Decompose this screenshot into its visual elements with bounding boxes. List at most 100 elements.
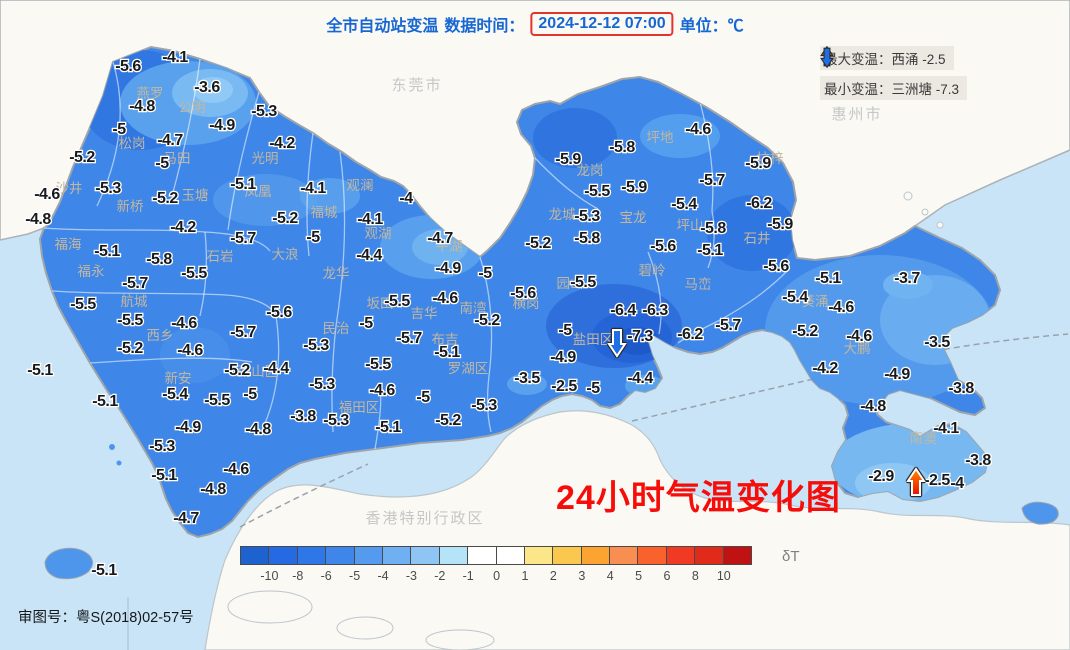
data-time-label: 数据时间： xyxy=(444,18,525,35)
station-value-label: -4.6 xyxy=(223,461,249,478)
district-label: 民治 xyxy=(323,321,350,336)
station-value-label: -4.8 xyxy=(860,398,886,415)
colorbar-segment xyxy=(637,546,667,565)
station-value-label: -5.5 xyxy=(204,392,230,409)
district-label: 公明 xyxy=(179,100,206,115)
station-value-label: -4.9 xyxy=(175,419,201,436)
extremes-legend: 最大变温：西涌 -2.5 最小变温：三洲塘 -7.3 xyxy=(820,46,968,100)
station-value-label: -5.7 xyxy=(230,324,256,341)
min-change-label: 最小变温：三洲塘 -7.3 xyxy=(824,82,960,97)
colorbar-tick-label: 3 xyxy=(578,569,586,583)
station-value-label: -5.9 xyxy=(745,155,771,172)
colorbar-segment xyxy=(240,546,270,565)
station-value-label: -5.9 xyxy=(621,179,647,196)
colorbar-tick-label: -8 xyxy=(292,569,304,583)
station-value-label: -4.1 xyxy=(357,211,383,228)
station-value-label: -5.2 xyxy=(117,340,143,357)
station-value-label: -5.2 xyxy=(474,312,500,329)
colorbar-segment xyxy=(325,546,355,565)
district-label: 坑梓 xyxy=(757,151,784,166)
station-value-label: -5.2 xyxy=(792,323,818,340)
colorbar-tick-label: -1 xyxy=(462,569,474,583)
map-title: 全市自动站变温 xyxy=(326,18,439,35)
colorbar-segments xyxy=(240,546,753,565)
ne-island xyxy=(921,208,929,216)
colorbar-tick-label: 8 xyxy=(691,569,699,583)
district-label: 宝龙 xyxy=(620,210,647,225)
district-label: 大鹏 xyxy=(844,341,871,356)
district-label: 燕罗 xyxy=(137,86,164,101)
district-label: 石井 xyxy=(744,231,771,246)
station-value-label: -4.6 xyxy=(171,315,197,332)
colorbar-segment xyxy=(580,546,611,565)
colorbar-segment xyxy=(438,546,469,565)
colorbar-segment xyxy=(694,546,724,565)
district-label: 航城 xyxy=(121,294,148,309)
colorbar-tick-label: -6 xyxy=(320,569,332,583)
station-value-label: -4.9 xyxy=(884,366,910,383)
station-value-label: -6.4 xyxy=(610,302,636,319)
station-value-label: -5.1 xyxy=(151,467,177,484)
colorbar-tick-label: -2 xyxy=(434,569,446,583)
station-value-label: -5.1 xyxy=(91,562,117,579)
station-value-label: -5.8 xyxy=(700,220,726,237)
station-value-label: -5 xyxy=(558,322,572,339)
district-label: 龙城 xyxy=(549,207,577,222)
district-label: 坪山 xyxy=(677,218,704,233)
station-value-label: -5 xyxy=(155,155,169,172)
station-value-label: -4.2 xyxy=(170,219,196,236)
station-value-label: -5.1 xyxy=(94,243,120,260)
boundary-dashed-line xyxy=(239,463,369,528)
station-value-label: -5.5 xyxy=(70,296,96,313)
station-value-label: -5.2 xyxy=(152,190,178,207)
temperature-colorbar: -10 -8 -6 -5 -4 -3 -2 -1 0 1 2 3 4 5 6 8 10 δT xyxy=(240,546,800,583)
colorbar-segment xyxy=(495,546,525,565)
unit-label: 单位：℃ xyxy=(679,18,744,35)
max-change-row: 最大变温：西涌 -2.5 xyxy=(820,46,954,70)
station-value-label: -4.8 xyxy=(129,98,155,115)
district-label: 碧岭 xyxy=(639,263,666,278)
colorbar-tick-label: -5 xyxy=(349,569,361,583)
station-value-label: -5.3 xyxy=(95,180,121,197)
station-value-label: -4.4 xyxy=(356,247,382,264)
district-label: 福永 xyxy=(78,264,105,279)
colorbar-segment xyxy=(381,546,412,565)
station-value-label: -5.1 xyxy=(27,362,53,379)
colorbar-tick-label: 6 xyxy=(663,569,671,583)
colorbar-tick-label: -4 xyxy=(377,569,389,583)
colorbar-segment xyxy=(410,546,440,565)
city-label: 东莞市 xyxy=(391,77,442,94)
station-value-label: -4.2 xyxy=(269,135,295,152)
district-label: 马田 xyxy=(164,151,191,166)
station-value-label: -5.2 xyxy=(69,149,95,166)
district-label: 大浪 xyxy=(272,247,299,262)
station-value-label: -5.3 xyxy=(471,397,497,414)
station-value-label: -3.8 xyxy=(948,380,974,397)
district-label: 光明 xyxy=(252,151,279,166)
colorbar-unit-label: δT xyxy=(782,548,800,565)
district-label: 坂田 xyxy=(367,296,394,311)
station-value-label: -5.1 xyxy=(434,344,460,361)
station-value-label: -5.6 xyxy=(650,238,676,255)
station-value-label: -4.9 xyxy=(209,117,235,134)
city-label: 惠州市 xyxy=(831,106,882,123)
colorbar-tick-label: -3 xyxy=(405,569,417,583)
station-value-label: -2.9 xyxy=(868,468,894,485)
station-value-label: -5.6 xyxy=(763,258,789,275)
ne-island xyxy=(936,221,944,229)
data-time-value: 2024-12-12 07:00 xyxy=(530,12,674,36)
colorbar-segment xyxy=(665,546,696,565)
min-change-arrow-icon xyxy=(606,327,628,359)
station-value-label: -5.9 xyxy=(767,216,793,233)
hongkong-island xyxy=(336,616,394,640)
station-value-label: -4.6 xyxy=(828,299,854,316)
colorbar-tick-label: 1 xyxy=(521,569,529,583)
colorbar-ticks: -10 -8 -6 -5 -4 -3 -2 -1 0 1 2 3 4 5 6 8 10 xyxy=(240,565,752,583)
station-value-label: -7.3 xyxy=(627,328,653,345)
station-value-label: -4.6 xyxy=(846,328,872,345)
district-label: 马峦 xyxy=(685,276,712,292)
district-label: 西乡 xyxy=(147,328,174,343)
station-value-label: -5.4 xyxy=(162,386,188,403)
